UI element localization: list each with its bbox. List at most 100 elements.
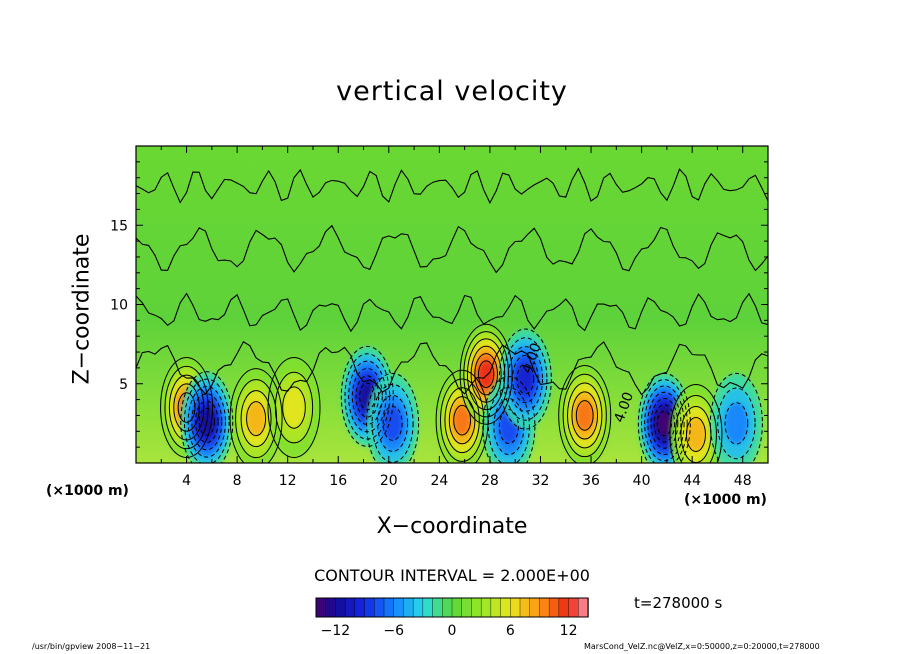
- contour-ring: [507, 346, 544, 412]
- contour-ring: [282, 386, 306, 429]
- colorbar-swatch: [442, 597, 453, 618]
- contour-ring: [656, 410, 672, 437]
- contour-ring: [516, 363, 535, 395]
- colorbar-swatch: [374, 597, 385, 618]
- colorbar-swatch: [403, 597, 414, 618]
- contour-ring: [355, 375, 380, 418]
- contour-ring: [717, 387, 756, 460]
- contour-ring: [440, 378, 485, 462]
- y-tick-label: 10: [110, 298, 128, 314]
- x-tick-label: 20: [380, 473, 398, 489]
- contour-ring: [177, 392, 196, 423]
- contour-ring: [503, 337, 548, 421]
- colorbar: −12 −6 0 6 12: [315, 597, 589, 639]
- colorbar-swatch: [519, 597, 531, 618]
- contour-ring: [644, 385, 685, 462]
- contour-ring: [498, 328, 552, 430]
- colorbar-tick-label: −12: [321, 623, 351, 639]
- colorbar-swatch: [471, 597, 482, 618]
- x-tick-label: 8: [233, 473, 242, 489]
- contour-ring: [371, 383, 414, 463]
- contour-ring: [191, 393, 223, 451]
- contour-ring: [459, 323, 513, 425]
- x-tick-label: 40: [633, 473, 651, 489]
- colorbar-swatch: [383, 597, 395, 618]
- contour-ring: [173, 383, 200, 432]
- x-tick-label: 24: [430, 473, 448, 489]
- contour-ring: [453, 404, 472, 436]
- contour-ring: [477, 360, 495, 389]
- velocity-cell: [558, 365, 611, 463]
- z-unit-label: (×1000 m): [684, 492, 767, 508]
- contour-ring: [382, 405, 403, 441]
- colorbar-swatch: [578, 597, 589, 618]
- x-axis-label: X−coordinate: [376, 514, 528, 539]
- contour-ring: [562, 373, 607, 458]
- y-axis-label: Z−coordinate: [69, 233, 95, 385]
- x-tick-label: 44: [683, 473, 701, 489]
- contour-ring: [724, 402, 749, 445]
- zero-contour: [136, 224, 768, 274]
- colorbar-swatch: [412, 597, 424, 618]
- contour-ring: [493, 398, 525, 456]
- colorbar-swatch: [364, 597, 375, 618]
- zero-contour: [136, 341, 768, 396]
- x-tick-label: 48: [734, 473, 752, 489]
- contour-ring: [444, 387, 480, 454]
- velocity-cell: [499, 328, 552, 429]
- contour-ring: [650, 398, 679, 449]
- contour-ring: [229, 368, 283, 463]
- contour-ring: [246, 401, 267, 437]
- colorbar-swatch: [568, 597, 579, 618]
- contour-ring: [194, 400, 219, 443]
- contour-ring: [267, 357, 321, 459]
- colorbar-swatch: [315, 597, 327, 618]
- contour-ring: [685, 416, 706, 452]
- colorbar-swatch: [335, 597, 346, 618]
- colorbar-swatch: [344, 597, 356, 618]
- contour-ring: [435, 369, 489, 463]
- x-tick-label: 16: [329, 473, 347, 489]
- colorbar-swatch: [393, 597, 405, 618]
- y-axis: 5 10 15: [110, 161, 768, 448]
- colorbar-swatch: [461, 597, 473, 618]
- colorbar-swatch: [558, 597, 570, 618]
- contour-ring: [183, 378, 230, 463]
- footer-source: MarsCond_VelZ.nc@VelZ,x=0:50000,z=0:2000…: [584, 642, 820, 651]
- x-tick-label: 4: [182, 473, 191, 489]
- contour-ring: [470, 345, 502, 403]
- contour-ring: [669, 383, 723, 463]
- contour-ring: [474, 353, 498, 396]
- contour-ring: [575, 400, 594, 431]
- time-label: t=278000 s: [634, 594, 723, 612]
- contour-ring: [351, 367, 383, 425]
- contour-interval-label: CONTOUR INTERVAL = 2.000E+00: [314, 566, 590, 585]
- velocity-cell: [366, 373, 419, 463]
- contour-ring: [448, 396, 476, 445]
- x-tick-label: 32: [532, 473, 550, 489]
- colorbar-swatch: [325, 597, 337, 618]
- colorbar-swatch: [500, 597, 511, 618]
- colorbar-tick-label: 12: [560, 623, 578, 639]
- y-tick-label: 5: [119, 377, 128, 393]
- contour-ring: [641, 379, 688, 463]
- colorbar-swatch: [451, 597, 463, 618]
- chart-title: vertical velocity: [336, 76, 568, 107]
- colorbar-swatch: [539, 597, 550, 618]
- contour-ring: [647, 391, 682, 456]
- contour-ring: [674, 394, 717, 463]
- contour-ring: [482, 376, 536, 463]
- colorbar-swatch: [548, 597, 560, 618]
- contour-ring: [558, 364, 612, 463]
- contour-ring: [164, 365, 209, 450]
- y-tick-label: 15: [110, 218, 128, 234]
- colorbar-swatch: [480, 597, 492, 618]
- x-unit-label: (×1000 m): [46, 483, 129, 499]
- contour-ring: [653, 404, 676, 443]
- zero-contour: [136, 292, 768, 333]
- contour-ring: [240, 390, 272, 448]
- colorbar-frame: [315, 597, 589, 618]
- colorbar-swatch: [354, 597, 366, 618]
- velocity-cell: [710, 373, 763, 463]
